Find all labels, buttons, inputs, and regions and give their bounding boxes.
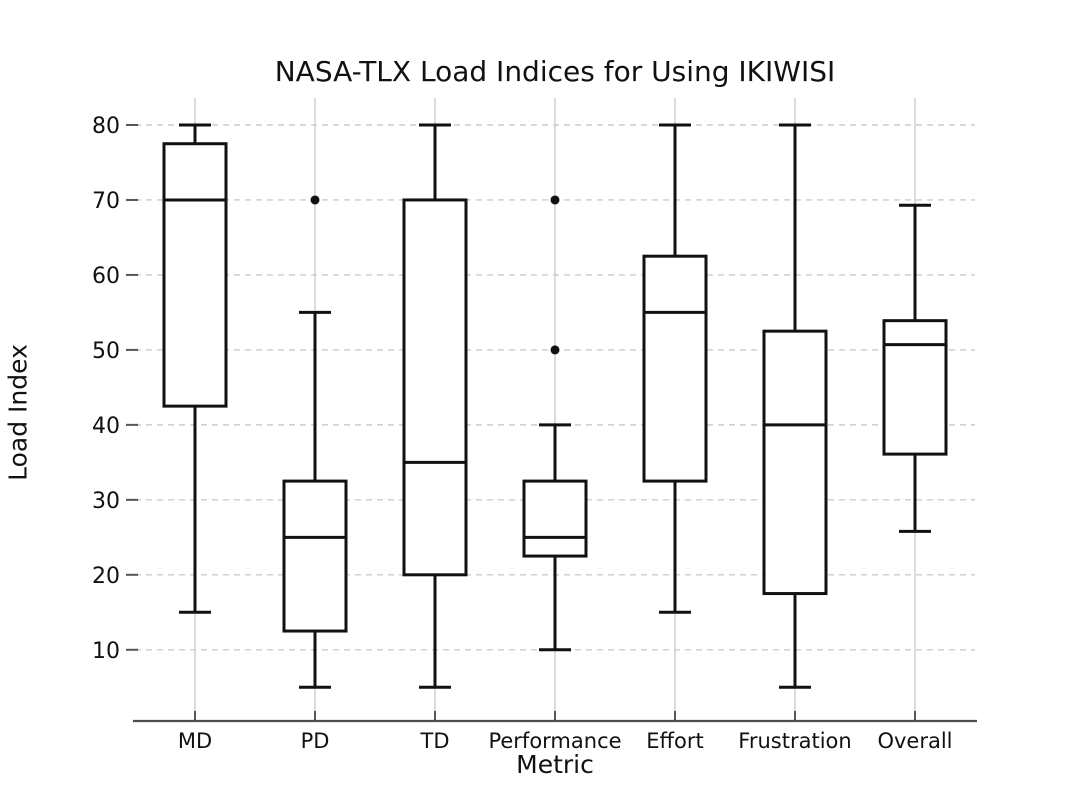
x-tick-label: MD [178,729,212,753]
box-Overall [882,319,948,456]
y-tick-label: 10 [92,639,120,664]
x-tick-label: Overall [877,729,952,753]
outlier-dot [550,345,560,355]
y-tick-label: 30 [92,489,120,514]
box-MD [162,142,228,408]
x-axis-label: Metric [516,750,594,779]
y-tick-label: 60 [92,264,120,289]
box-Frustration [762,329,828,596]
box-Performance [522,479,588,558]
y-tick-label: 70 [92,189,120,214]
x-tick-label: Performance [488,729,621,753]
box-Effort [642,254,708,483]
x-tick-label: PD [301,729,330,753]
box-TD [402,198,468,577]
outlier-dot [310,195,320,205]
box-PD [282,479,348,633]
chart-title: NASA-TLX Load Indices for Using IKIWISI [274,55,836,88]
outlier-dot [550,195,560,205]
y-tick-label: 80 [92,114,120,139]
y-tick-label: 40 [92,414,120,439]
y-axis-label: Load Index [3,344,33,481]
y-tick-label: 50 [92,339,120,364]
x-tick-label: Effort [646,729,703,753]
x-tick-label: Frustration [738,729,851,753]
y-tick-label: 20 [92,564,120,589]
x-tick-label: TD [420,729,450,753]
